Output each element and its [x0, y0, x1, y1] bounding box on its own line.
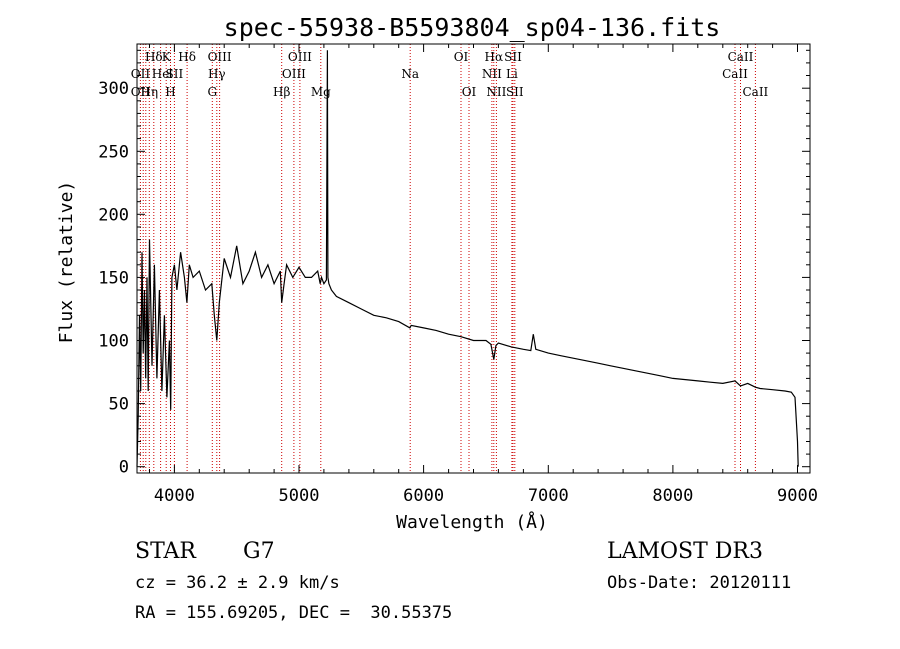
- y-tick-label: 50: [109, 395, 129, 415]
- line-label: Hβ: [273, 85, 290, 99]
- x-tick-label: 7000: [528, 486, 569, 506]
- obs-date: Obs-Date: 20120111: [607, 573, 792, 593]
- line-label: Hδ: [178, 50, 196, 64]
- line-label: SII: [504, 50, 522, 64]
- y-tick-label: 150: [98, 268, 129, 288]
- object-class: STAR: [135, 539, 196, 564]
- subclass: G7: [243, 539, 275, 564]
- y-axis-label: Flux (relative): [56, 181, 77, 344]
- line-label: CaII: [722, 67, 748, 81]
- line-label: Hδ: [145, 50, 163, 64]
- line-label: NII: [486, 85, 506, 99]
- line-label: Hη: [140, 85, 158, 99]
- line-label: OIII: [208, 50, 232, 64]
- line-label: SII: [166, 67, 184, 81]
- x-tick-label: 8000: [652, 486, 693, 506]
- x-tick-label: 5000: [279, 486, 320, 506]
- line-label: Mg: [311, 85, 331, 99]
- line-label: H: [165, 85, 175, 99]
- line-label: SII: [506, 85, 524, 99]
- x-axis-ticks: 4000 5000 6000 7000 8000 9000: [149, 44, 818, 506]
- line-label: OIII: [288, 50, 312, 64]
- line-label: CaII: [742, 85, 768, 99]
- line-label: K: [162, 50, 172, 64]
- line-label: He: [152, 67, 170, 81]
- chart-title: spec-55938-B5593804_sp04-136.fits: [224, 13, 721, 42]
- x-tick-label: 4000: [154, 486, 195, 506]
- y-tick-label: 200: [98, 205, 129, 225]
- y-tick-label: 0: [119, 458, 129, 478]
- line-label: Hα: [485, 50, 504, 64]
- line-label: OII: [131, 85, 151, 99]
- line-label: Hγ: [208, 67, 226, 81]
- y-tick-label: 100: [98, 332, 129, 352]
- x-axis-label: Wavelength (Å): [396, 511, 548, 533]
- line-label: CaII: [728, 50, 754, 64]
- line-label: OI: [454, 50, 469, 64]
- reference-lines: [139, 44, 756, 473]
- survey-name: LAMOST DR3: [607, 539, 763, 564]
- line-label: OIII: [282, 67, 306, 81]
- plot-frame: [136, 43, 811, 474]
- redshift-value: cz = 36.2 ± 2.9 km/s: [135, 573, 340, 593]
- coordinates: RA = 155.69205, DEC = 30.55375: [135, 603, 453, 623]
- x-tick-label: 6000: [403, 486, 444, 506]
- y-tick-label: 250: [98, 142, 129, 162]
- line-label: G: [208, 85, 218, 99]
- line-label: I: [168, 67, 173, 81]
- line-label: OI: [462, 85, 477, 99]
- spectrum-line: [136, 50, 799, 467]
- x-tick-label: 9000: [777, 486, 818, 506]
- y-tick-label: 300: [98, 79, 129, 99]
- line-label: Li: [506, 67, 518, 81]
- y-axis-ticks: 0 50 100 150 200 250 300: [98, 49, 810, 478]
- line-label: Na: [401, 67, 419, 81]
- line-label: NII: [482, 67, 502, 81]
- line-label: OII: [131, 67, 151, 81]
